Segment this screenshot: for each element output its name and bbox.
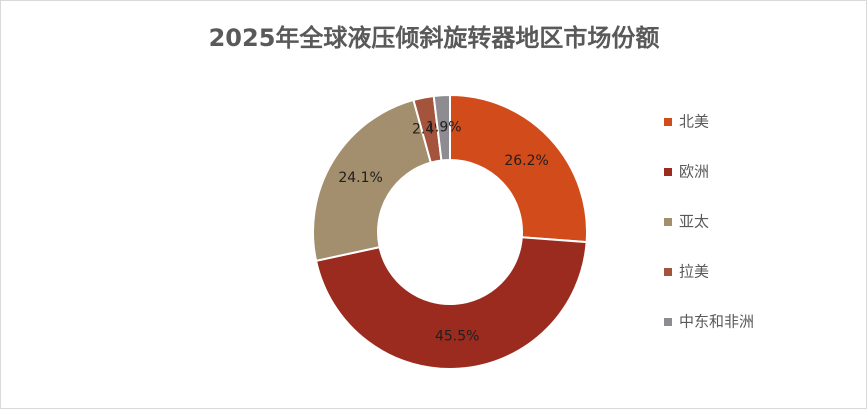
donut-slice: [312, 98, 433, 262]
legend-label: 中东和非洲: [679, 313, 754, 331]
legend-label: 欧洲: [679, 163, 709, 181]
legend-swatch: [664, 268, 672, 276]
donut-slice: [449, 93, 588, 244]
value-label: 1.9%: [426, 120, 462, 136]
donut-slice: [314, 236, 588, 370]
legend-swatch: [664, 118, 672, 126]
donut-slice: [432, 93, 451, 162]
legend-label: 拉美: [679, 263, 709, 281]
chart-title: 2025年全球液压倾斜旋转器地区市场份额: [209, 24, 660, 52]
legend-label: 北美: [679, 113, 709, 131]
legend-label: 亚太: [679, 213, 709, 231]
legend-swatch: [664, 318, 672, 326]
value-label: 45.5%: [435, 328, 479, 344]
legend-swatch: [664, 168, 672, 176]
legend-swatch: [664, 218, 672, 226]
value-label: 24.1%: [338, 170, 382, 186]
value-label: 26.2%: [504, 153, 548, 169]
